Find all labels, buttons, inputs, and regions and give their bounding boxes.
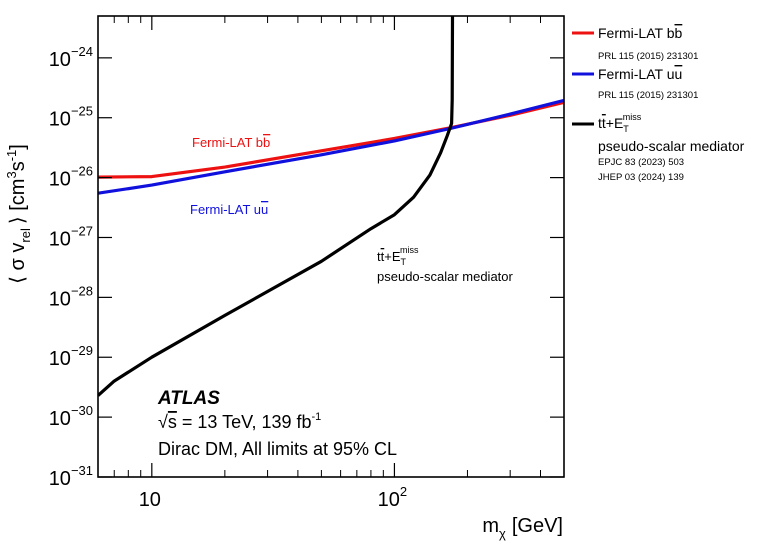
annotation-fermi-bb-base: Fermi-LAT b (192, 135, 263, 150)
x-label-sub: χ (499, 526, 506, 541)
series-line-fermi-uu (98, 98, 564, 195)
legend: Fermi-LAT bb PRL 115 (2015) 231301 Fermi… (572, 25, 745, 183)
y-axis-label: ⟨ σ vrel ⟩ [cm3s-1] (4, 144, 33, 284)
y-label-sup2: -1 (4, 150, 19, 162)
annotation-ttbar-t: t (377, 249, 381, 264)
energy-sup: -1 (312, 411, 322, 423)
energy-sqrt: √ (158, 412, 168, 432)
legend-ref-ttbar-2: JHEP 03 (2024) 139 (598, 172, 684, 183)
annotation-ttbar-line2: pseudo-scalar mediator (377, 269, 514, 284)
annotation-ttbar-sub: T (401, 257, 407, 267)
y-tick-label: 10−31 (49, 463, 93, 490)
y-label-sup1: 3 (4, 171, 19, 178)
series-line-fermi-bb (98, 100, 564, 179)
x-label-unit: [GeV] (512, 515, 563, 537)
legend-label-ttbar: tt+ETmiss (598, 112, 642, 134)
legend-ttbar-tbar: t (602, 115, 606, 131)
y-tick-label: 10−25 (49, 104, 93, 131)
energy-lumi-label: √s = 13 TeV, 139 fb-1 (158, 411, 321, 432)
energy-s: s (168, 412, 177, 432)
legend-ttbar-plus: +E (606, 115, 624, 131)
curves-layer (98, 16, 564, 397)
y-tick-label: 10−24 (49, 44, 93, 71)
x-label-base: m (482, 515, 499, 537)
legend-fermi-uu-bar: u (675, 66, 683, 82)
y-tick-label: 10−30 (49, 403, 93, 430)
annotation-fermi-bb: Fermi-LAT bb (192, 135, 270, 150)
y-label-suffix: ] (7, 144, 29, 150)
legend-ttbar-sub: T (623, 124, 629, 134)
x-tick-label: 102 (378, 484, 407, 511)
annotation-fermi-uu-bar: u (261, 202, 268, 217)
annotation-fermi-bb-bar: b (263, 135, 270, 150)
legend-ref-ttbar-1: EPJC 83 (2023) 503 (598, 157, 684, 168)
legend-fermi-bb-base: Fermi-LAT b (598, 25, 675, 41)
annotation-ttbar-tbar: t (381, 249, 385, 264)
ticks-layer: 10−24 10−25 10−26 10−27 10−28 10−29 10−30 10−31… (49, 16, 564, 511)
x-axis-label: mχ [GeV] (482, 515, 563, 541)
legend-label-fermi-uu: Fermi-LAT uu (598, 66, 682, 82)
legend-fermi-bb-bar: b (675, 25, 683, 41)
series-line-ttbar-limit (98, 16, 455, 397)
legend-ttbar-sup: miss (623, 112, 642, 122)
annotation-ttbar-sup: miss (400, 245, 419, 255)
annotation-fermi-uu: Fermi-LAT uu (190, 202, 268, 217)
x-tick-label: 10 (139, 489, 161, 511)
legend-fermi-uu-base: Fermi-LAT u (598, 66, 675, 82)
legend-ref-fermi-bb: PRL 115 (2015) 231301 (598, 51, 698, 62)
annotation-ttbar: tt+ETmiss (377, 245, 419, 267)
y-label-prefix: ⟨ σ v (7, 243, 29, 284)
legend-ttbar-t: t (598, 115, 602, 131)
atlas-label: ATLAS (157, 388, 220, 409)
y-label-mid: ⟩ [cm (7, 179, 29, 225)
y-tick-label: 10−28 (49, 283, 93, 310)
plot-frame (97, 15, 565, 478)
legend-ttbar-line2: pseudo-scalar mediator (598, 138, 745, 154)
legend-label-fermi-bb: Fermi-LAT bb (598, 25, 683, 41)
y-tick-label: 10−27 (49, 223, 93, 250)
y-label-mid2: s (7, 161, 29, 171)
energy-rest: = 13 TeV, 139 fb (177, 412, 312, 432)
model-label: Dirac DM, All limits at 95% CL (158, 439, 397, 459)
legend-ref-fermi-uu: PRL 115 (2015) 231301 (598, 90, 698, 101)
annotation-fermi-uu-base: Fermi-LAT u (190, 202, 261, 217)
y-label-sub: rel (18, 228, 33, 243)
annotation-ttbar-plus: +E (384, 249, 401, 264)
y-tick-label: 10−29 (49, 343, 93, 370)
y-tick-label: 10−26 (49, 164, 93, 191)
